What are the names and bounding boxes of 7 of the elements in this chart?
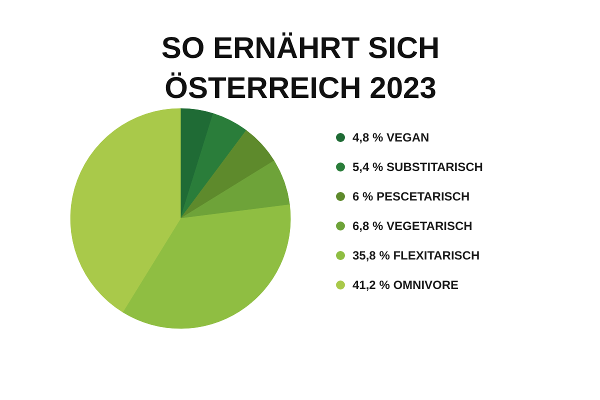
legend-label: 35,8 % FLEXITARISCH bbox=[352, 248, 480, 262]
legend-label: 6,8 % VEGETARISCH bbox=[352, 219, 472, 233]
legend-label: 41,2 % OMNIVORE bbox=[352, 278, 459, 292]
legend-label: 5,4 % SUBSTITARISCH bbox=[352, 160, 483, 174]
legend-label: 6 % PESCETARISCH bbox=[352, 190, 470, 204]
legend-label: 4,8 % VEGAN bbox=[352, 130, 430, 144]
chart-title: SO ERNÄHRT SICH ÖSTERREICH 2023 bbox=[161, 32, 440, 105]
